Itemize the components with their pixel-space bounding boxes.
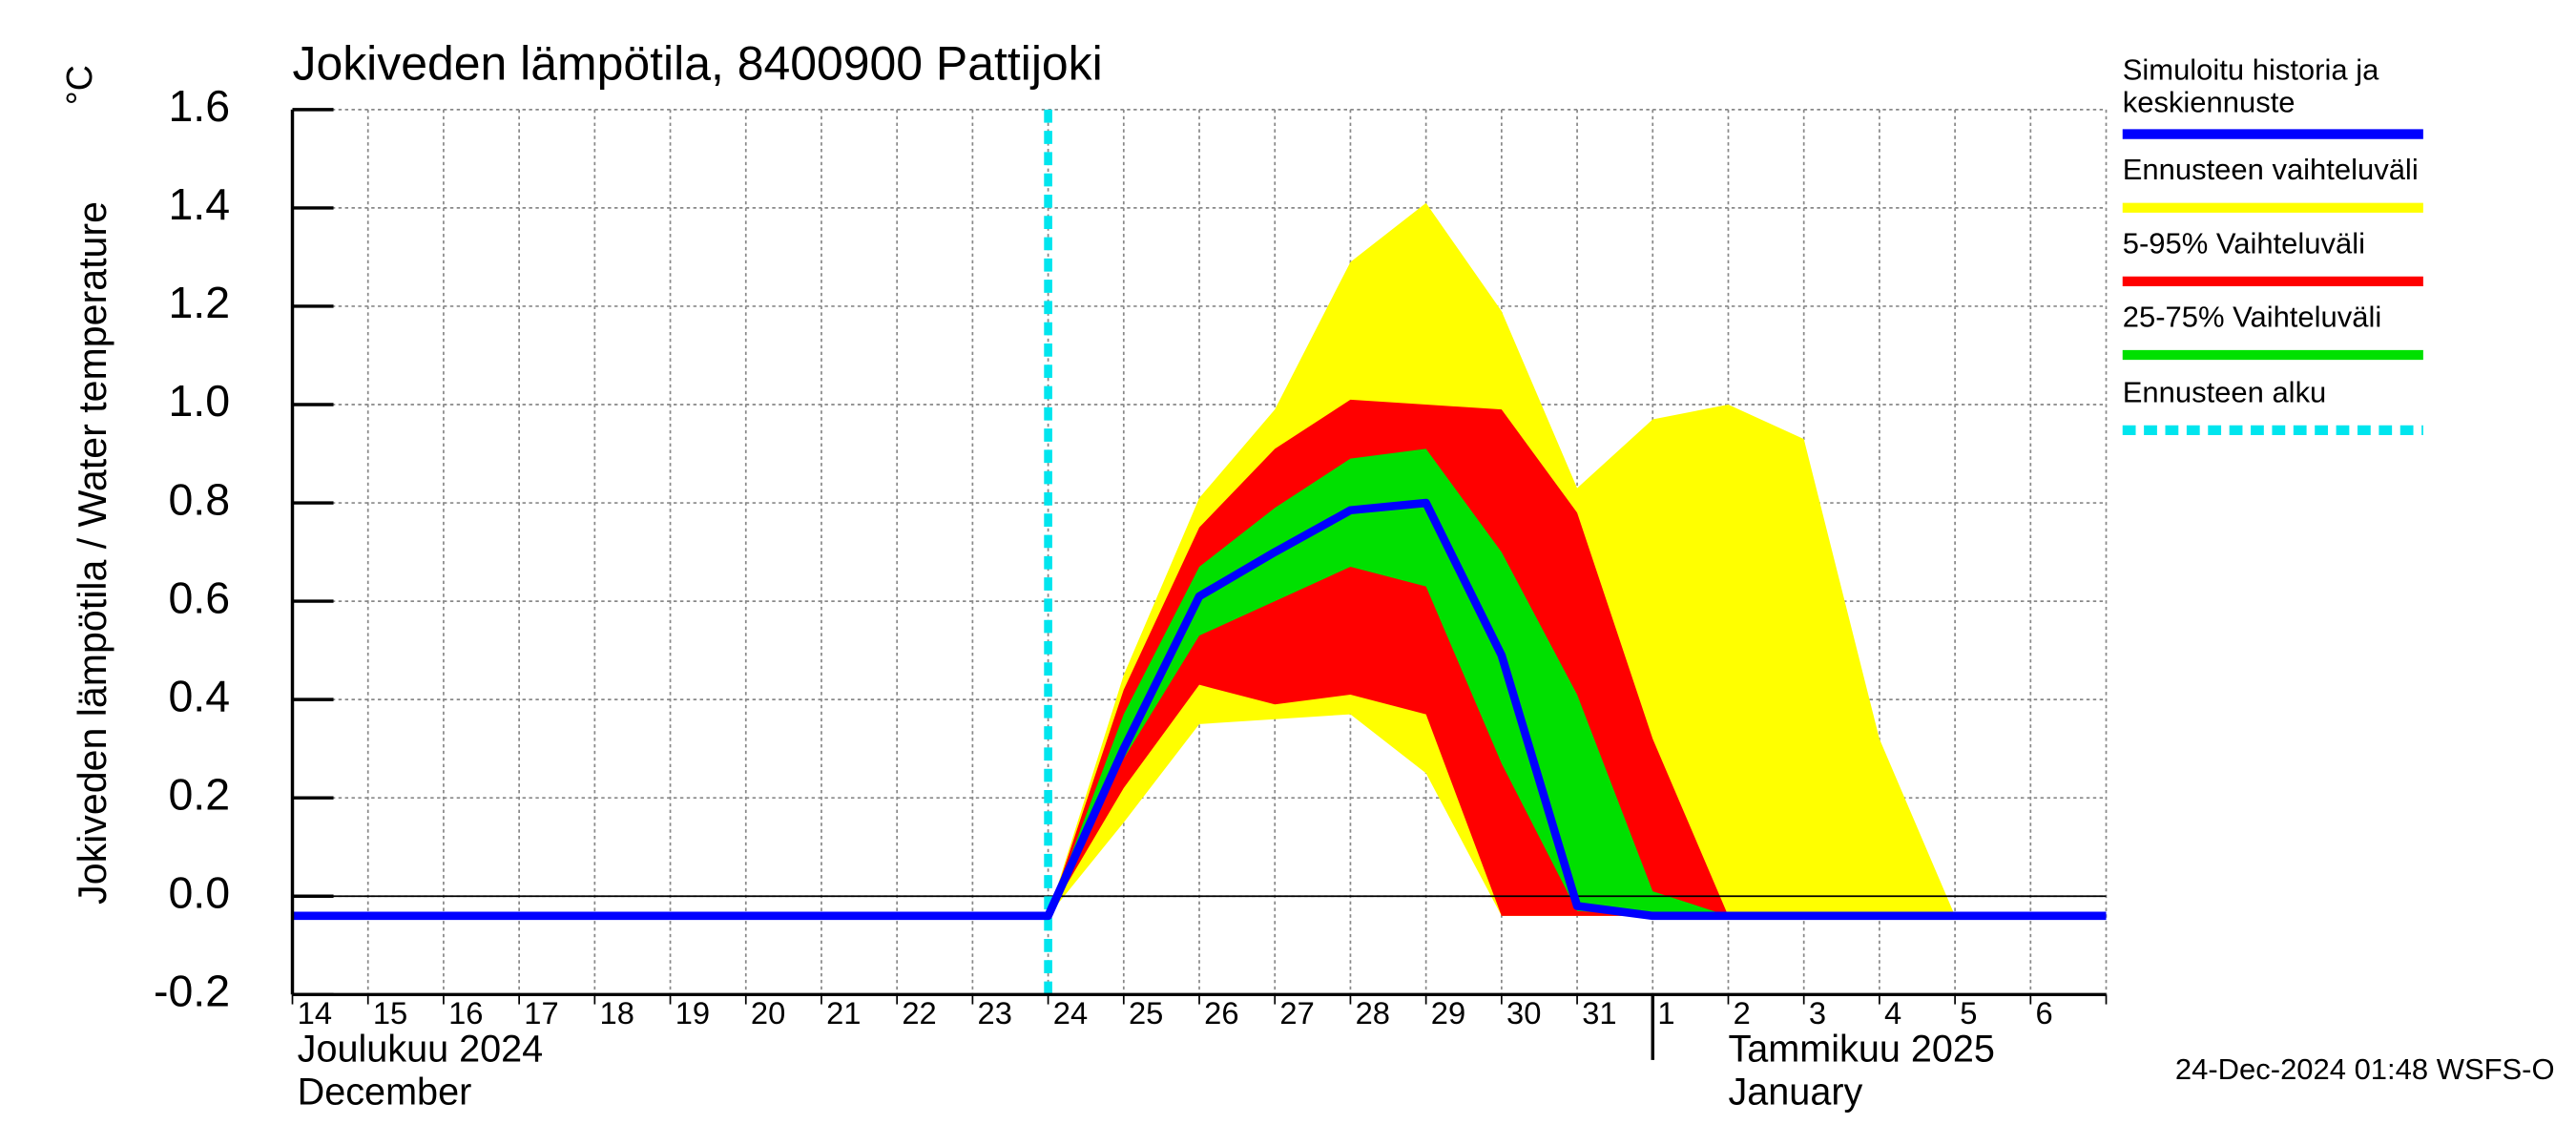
x-tick-label: 28 <box>1356 995 1390 1030</box>
legend-label: Ennusteen alku <box>2123 375 2327 408</box>
x-tick-label: 20 <box>751 995 785 1030</box>
x-tick-label: 22 <box>902 995 936 1030</box>
x-tick-label: 18 <box>600 995 634 1030</box>
x-tick-label: 29 <box>1431 995 1465 1030</box>
x-tick-label: 17 <box>524 995 558 1030</box>
y-tick-label: 1.2 <box>168 278 230 327</box>
legend-label: Ennusteen vaihteluväli <box>2123 153 2419 186</box>
x-tick-label: 25 <box>1129 995 1163 1030</box>
x-tick-label: 21 <box>826 995 861 1030</box>
y-axis-label: Jokiveden lämpötila / Water temperature <box>71 201 114 905</box>
footer: 24-Dec-2024 01:48 WSFS-O <box>2175 1052 2555 1086</box>
month-label-en: December <box>298 1071 472 1113</box>
x-tick-label: 19 <box>675 995 710 1030</box>
x-tick-label: 6 <box>2035 995 2052 1030</box>
y-tick-label: -0.2 <box>154 967 230 1016</box>
median-line <box>292 498 2107 921</box>
x-tick-label: 5 <box>1960 995 1977 1030</box>
y-tick-label: 1.6 <box>168 81 230 131</box>
x-tick-label: 3 <box>1809 995 1826 1030</box>
x-tick-label: 31 <box>1582 995 1616 1030</box>
y-tick-label: 0.6 <box>168 572 230 622</box>
x-tick-label: 23 <box>978 995 1012 1030</box>
legend-label: Simuloitu historia ja keskiennuste <box>2123 53 2379 119</box>
x-tick-label: 27 <box>1279 995 1314 1030</box>
month-label: Joulukuu 2024 <box>298 1029 544 1071</box>
x-tick-label: 26 <box>1204 995 1238 1030</box>
x-tick-label: 16 <box>448 995 483 1030</box>
legend-label: 25-75% Vaihteluväli <box>2123 301 2381 334</box>
y-tick-label: 0.4 <box>168 671 230 720</box>
x-tick-label: 14 <box>298 995 332 1030</box>
y-tick-label: 1.0 <box>168 376 230 426</box>
x-tick-label: 15 <box>373 995 407 1030</box>
x-tick-label: 1 <box>1657 995 1674 1030</box>
y-tick-label: 0.8 <box>168 474 230 524</box>
band-area <box>1048 448 1729 916</box>
x-tick-label: 30 <box>1506 995 1541 1030</box>
month-label-en: January <box>1728 1071 1862 1113</box>
y-tick-label: 0.2 <box>168 770 230 820</box>
chart-title: Jokiveden lämpötila, 8400900 Pattijoki <box>293 37 1103 91</box>
y-tick-label: 1.4 <box>168 179 230 229</box>
y-axis-unit: °C <box>60 65 100 105</box>
x-tick-label: 2 <box>1734 995 1751 1030</box>
y-tick-label: 0.0 <box>168 868 230 918</box>
legend-label: 5-95% Vaihteluväli <box>2123 226 2365 260</box>
month-label: Tammikuu 2025 <box>1728 1029 1994 1071</box>
x-tick-label: 24 <box>1053 995 1088 1030</box>
x-tick-label: 4 <box>1884 995 1901 1030</box>
